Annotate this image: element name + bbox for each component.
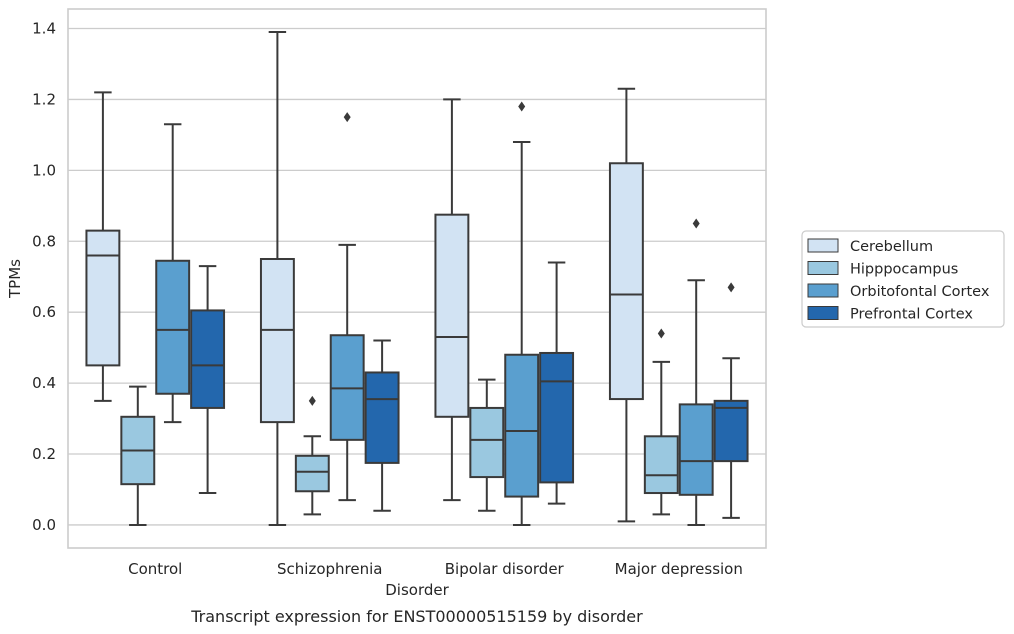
- box: [678, 403, 714, 496]
- box-4-group-2: [364, 339, 400, 512]
- box-4-group-1: [190, 265, 226, 495]
- box-1-group-3: [434, 98, 470, 502]
- flier-point: [692, 218, 700, 229]
- flier-point: [657, 328, 665, 339]
- box: [190, 309, 226, 409]
- box: [643, 435, 679, 495]
- box-plots: [85, 31, 749, 526]
- box-2-group-1: [120, 385, 156, 526]
- flier-point: [518, 101, 526, 112]
- box: [294, 454, 330, 493]
- chart-caption: Transcript expression for ENST0000051515…: [190, 607, 643, 626]
- box-1-group-2: [259, 31, 295, 526]
- legend-label: Orbitofontal Cortex: [850, 284, 990, 300]
- legend-frame: [801, 230, 1005, 328]
- plot-frame: [67, 8, 767, 549]
- box-1-group-4: [608, 87, 644, 523]
- x-tick-label: Bipolar disorder: [445, 560, 565, 578]
- y-tick-label: 0.8: [32, 232, 56, 250]
- y-tick-label: 0.6: [32, 303, 56, 321]
- box: [539, 351, 575, 484]
- flier-point: [343, 112, 351, 123]
- x-tick-label: Control: [128, 560, 182, 578]
- x-tick-labels: Control Schizophrenia Bipolar disorder Majo…: [128, 560, 743, 578]
- legend-swatch: [807, 306, 839, 320]
- box-1-group-1: [85, 91, 121, 402]
- legend-label: Cerebellum: [850, 239, 933, 255]
- box-3-group-3: [504, 101, 540, 526]
- box-4-group-3: [539, 261, 575, 505]
- box: [469, 406, 505, 479]
- box: [259, 257, 295, 424]
- x-tick-label: Major depression: [615, 560, 743, 578]
- flier-point: [308, 395, 316, 406]
- y-tick-label: 0.0: [32, 516, 56, 534]
- legend-swatch: [807, 283, 839, 298]
- box: [504, 353, 540, 498]
- box-2-group-2: [294, 395, 330, 516]
- y-tick-label: 1.0: [32, 161, 56, 179]
- y-tick-label: 1.4: [32, 20, 56, 38]
- box-3-group-4: [678, 218, 714, 526]
- box: [713, 399, 749, 463]
- box: [608, 162, 644, 401]
- flier-point: [727, 282, 735, 293]
- y-tick-label: 1.2: [32, 90, 56, 108]
- box-3-group-1: [155, 123, 191, 424]
- box-3-group-2: [329, 112, 365, 502]
- x-axis-label: Disorder: [385, 581, 449, 599]
- box: [434, 213, 470, 418]
- y-axis-label: TPMs: [6, 259, 24, 299]
- y-tick-labels: 0.0 0.2 0.4 0.6 0.8 1.0 1.2 1.4: [32, 20, 56, 534]
- legend-label: Prefrontal Cortex: [850, 307, 973, 323]
- y-tick-label: 0.2: [32, 445, 56, 463]
- box-2-group-3: [469, 378, 505, 512]
- legend-label: Hipppocampus: [850, 262, 958, 278]
- box: [364, 371, 400, 464]
- y-tick-label: 0.4: [32, 374, 56, 392]
- legend-swatch: [807, 261, 839, 275]
- box-4-group-4: [713, 282, 749, 519]
- x-tick-label: Schizophrenia: [277, 560, 382, 578]
- box: [85, 229, 121, 367]
- box: [155, 259, 191, 395]
- box-2-group-4: [643, 328, 679, 516]
- legend-swatch: [807, 238, 839, 253]
- legend: Cerebellum Hipppocampus Orbitofontal Corte…: [801, 230, 1005, 328]
